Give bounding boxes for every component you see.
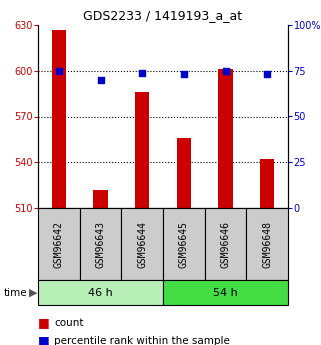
Point <box>265 72 270 77</box>
Bar <box>205 208 246 280</box>
Text: GSM96642: GSM96642 <box>54 220 64 267</box>
Bar <box>38 208 80 280</box>
Text: GSM96644: GSM96644 <box>137 220 147 267</box>
Point <box>98 77 103 83</box>
Text: GSM96643: GSM96643 <box>96 220 106 267</box>
Bar <box>177 138 191 208</box>
Point <box>56 68 61 73</box>
Point <box>181 72 187 77</box>
Bar <box>93 190 108 208</box>
Bar <box>163 280 288 305</box>
Text: percentile rank within the sample: percentile rank within the sample <box>54 336 230 345</box>
Text: count: count <box>54 318 83 328</box>
Text: ■: ■ <box>38 316 50 329</box>
Text: GSM96646: GSM96646 <box>221 220 230 267</box>
Bar <box>52 30 66 208</box>
Bar <box>246 208 288 280</box>
Text: GSM96645: GSM96645 <box>179 220 189 267</box>
Bar <box>218 69 233 208</box>
Text: GSM96648: GSM96648 <box>262 220 272 267</box>
Text: 54 h: 54 h <box>213 287 238 297</box>
Text: ■: ■ <box>38 335 50 345</box>
Text: time: time <box>3 287 27 297</box>
Bar <box>163 208 205 280</box>
Bar <box>80 208 121 280</box>
Point <box>223 68 228 73</box>
Text: ▶: ▶ <box>29 287 37 297</box>
Bar <box>135 92 150 208</box>
Title: GDS2233 / 1419193_a_at: GDS2233 / 1419193_a_at <box>83 9 243 22</box>
Point <box>140 70 145 75</box>
Bar <box>38 280 163 305</box>
Text: 46 h: 46 h <box>88 287 113 297</box>
Bar <box>260 159 274 208</box>
Bar <box>121 208 163 280</box>
